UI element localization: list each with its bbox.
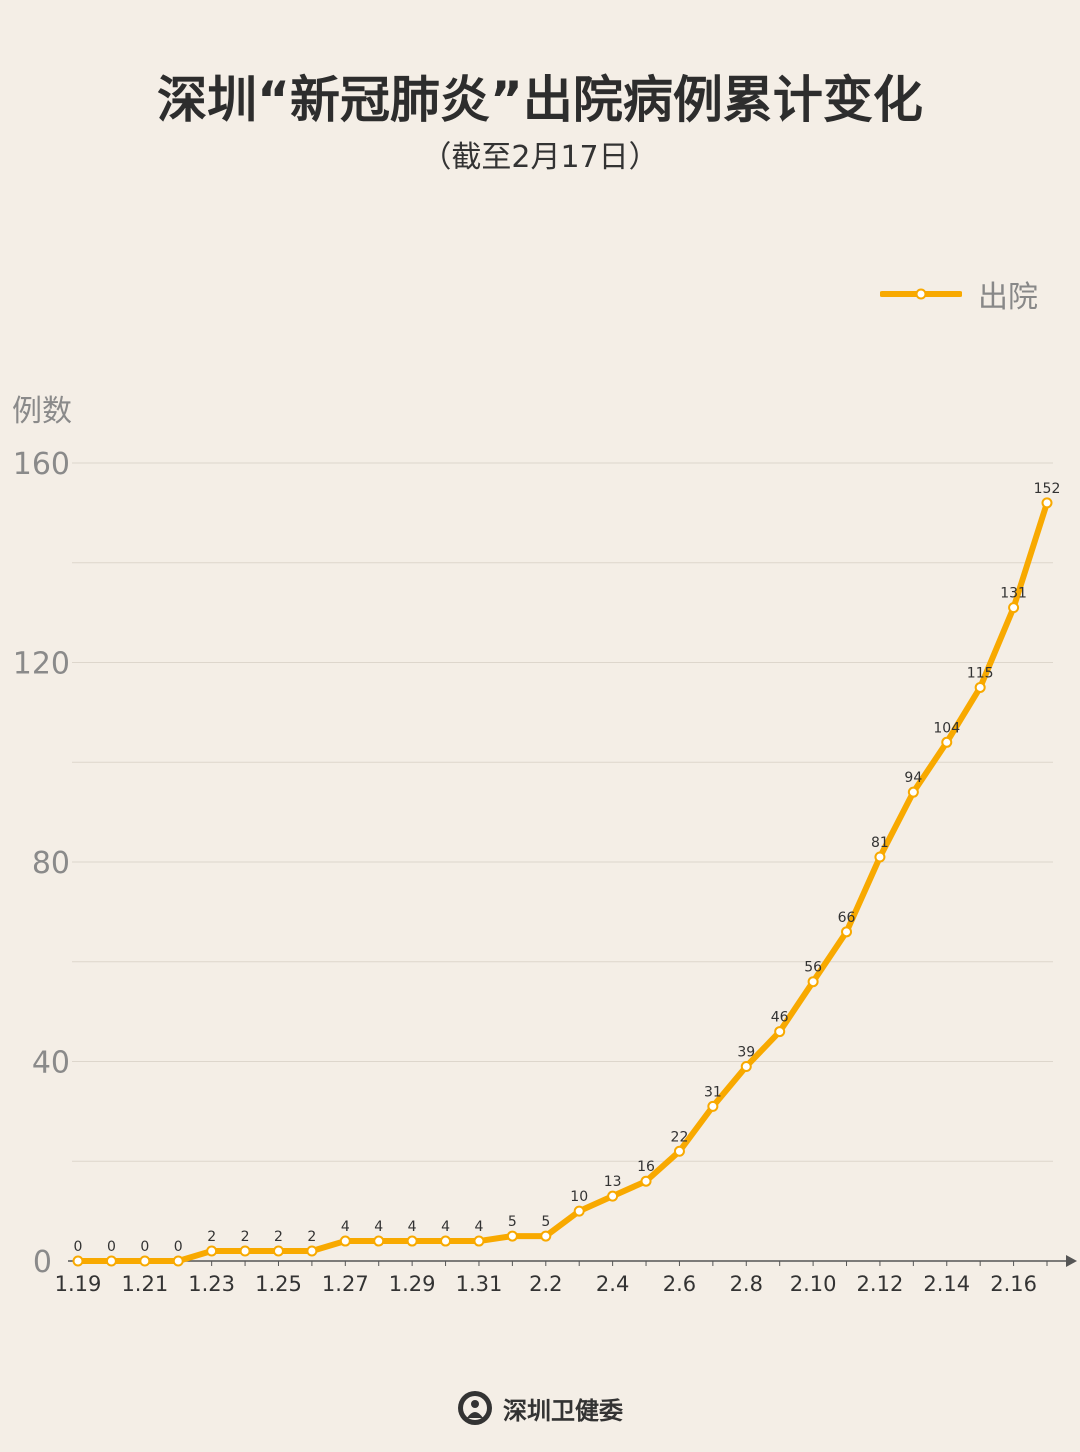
data-label: 94 (904, 770, 922, 786)
chart-subtitle: （截至2月17日） (421, 140, 659, 175)
data-point (740, 1060, 752, 1072)
data-point (272, 1245, 284, 1257)
data-label: 66 (838, 910, 856, 926)
data-label: 5 (508, 1214, 517, 1230)
data-label: 152 (1034, 481, 1061, 497)
data-label: 2 (241, 1229, 250, 1245)
y-tick-label: 0 (33, 1245, 52, 1280)
x-tick-label: 2.16 (990, 1272, 1037, 1296)
data-label: 4 (408, 1219, 417, 1235)
data-point (774, 1026, 786, 1038)
data-point (306, 1245, 318, 1257)
data-point (1008, 602, 1020, 614)
data-point (573, 1205, 585, 1217)
data-label: 131 (1000, 586, 1027, 602)
x-tick-label: 2.12 (857, 1272, 904, 1296)
org-name: 深圳卫健委 (503, 1396, 623, 1425)
data-point (907, 786, 919, 798)
data-point (673, 1145, 685, 1157)
x-axis-arrow-icon (1066, 1255, 1077, 1267)
data-point (406, 1235, 418, 1247)
data-label: 39 (737, 1044, 755, 1060)
data-label: 2 (274, 1229, 283, 1245)
data-point (72, 1255, 84, 1267)
data-label: 0 (107, 1239, 116, 1255)
data-point (373, 1235, 385, 1247)
data-point (473, 1235, 485, 1247)
data-label: 81 (871, 835, 889, 851)
data-label: 0 (174, 1239, 183, 1255)
data-label: 46 (771, 1010, 789, 1026)
data-point (139, 1255, 151, 1267)
y-tick-label: 40 (32, 1046, 70, 1081)
data-point (440, 1235, 452, 1247)
y-axis-label: 例数 (12, 394, 72, 429)
data-point (807, 976, 819, 988)
footer: 深圳卫健委 (0, 1390, 1080, 1426)
data-point (206, 1245, 218, 1257)
legend-line-marker-icon (880, 288, 962, 300)
data-point (540, 1230, 552, 1242)
data-label: 115 (967, 665, 994, 681)
data-label: 22 (671, 1129, 689, 1145)
data-label: 4 (341, 1219, 350, 1235)
data-label: 4 (441, 1219, 450, 1235)
x-tick-label: 2.6 (663, 1272, 696, 1296)
chart-title: 深圳“新冠肺炎”出院病例累计变化 (157, 71, 923, 129)
data-label: 10 (570, 1189, 588, 1205)
data-point (172, 1255, 184, 1267)
data-point (941, 736, 953, 748)
data-label: 2 (207, 1229, 216, 1245)
data-label: 4 (374, 1219, 383, 1235)
data-label: 16 (637, 1159, 655, 1175)
x-tick-label: 1.23 (188, 1272, 235, 1296)
x-tick-label: 2.14 (923, 1272, 970, 1296)
legend: 出院 (880, 272, 1038, 316)
series-line (75, 499, 1050, 1264)
data-label: 4 (475, 1219, 484, 1235)
legend-label: 出院 (978, 280, 1038, 315)
x-tick-label: 1.29 (389, 1272, 436, 1296)
x-tick-label: 1.25 (255, 1272, 302, 1296)
x-tick-label: 1.27 (322, 1272, 369, 1296)
data-point (841, 926, 853, 938)
data-label: 5 (541, 1214, 550, 1230)
x-tick-label: 2.4 (596, 1272, 629, 1296)
x-tick-label: 2.10 (790, 1272, 837, 1296)
x-tick-label: 2.2 (529, 1272, 562, 1296)
x-tick-label: 1.19 (55, 1272, 102, 1296)
data-label: 13 (604, 1174, 622, 1190)
x-tick-label: 1.31 (456, 1272, 503, 1296)
data-point (640, 1175, 652, 1187)
data-point (105, 1255, 117, 1267)
data-point (339, 1235, 351, 1247)
data-point (506, 1230, 518, 1242)
data-point (607, 1190, 619, 1202)
y-tick-label: 80 (32, 846, 70, 881)
x-tick-label: 1.21 (121, 1272, 168, 1296)
x-tick-label: 2.8 (730, 1272, 763, 1296)
data-label: 31 (704, 1084, 722, 1100)
data-point (1041, 497, 1053, 509)
data-point (239, 1245, 251, 1257)
data-point (707, 1100, 719, 1112)
org-logo-icon (458, 1391, 492, 1425)
data-label: 0 (74, 1239, 83, 1255)
data-label: 104 (933, 720, 960, 736)
data-label: 2 (307, 1229, 316, 1245)
y-tick-label: 120 (13, 647, 70, 682)
y-tick-label: 160 (13, 447, 70, 482)
data-point (974, 681, 986, 693)
data-label: 56 (804, 960, 822, 976)
data-point (874, 851, 886, 863)
data-label: 0 (140, 1239, 149, 1255)
